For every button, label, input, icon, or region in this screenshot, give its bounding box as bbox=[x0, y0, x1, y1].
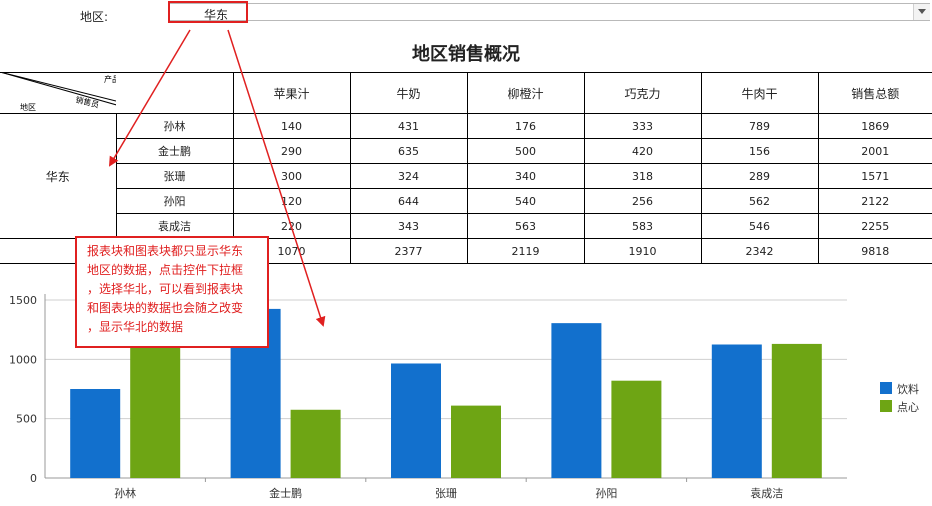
table-row: 张珊 300 324 340 318 289 1571 bbox=[0, 163, 932, 189]
col-header: 销售总额 bbox=[817, 72, 932, 114]
diagonal-line bbox=[0, 72, 116, 106]
corner-header-product: 产品 bbox=[104, 74, 116, 84]
corner-header-region: 地区 bbox=[20, 102, 36, 112]
callout-line: 地区的数据，点击控件下拉框 bbox=[87, 263, 244, 277]
value-cell: 343 bbox=[349, 213, 468, 239]
value-cell: 563 bbox=[466, 213, 585, 239]
value-cell: 789 bbox=[700, 113, 819, 139]
col-header: 苹果汁 bbox=[232, 72, 351, 114]
region-select[interactable] bbox=[168, 3, 930, 21]
total-value-cell: 2377 bbox=[349, 238, 468, 264]
value-cell: 420 bbox=[583, 138, 702, 164]
x-tick-label: 孙林 bbox=[114, 486, 136, 500]
legend-swatch-点心 bbox=[880, 400, 892, 412]
x-tick-label: 张珊 bbox=[435, 487, 457, 500]
value-cell: 156 bbox=[700, 138, 819, 164]
table-row: 华东 孙林 140 431 176 333 789 1869 bbox=[0, 113, 932, 239]
y-tick-label: 500 bbox=[16, 413, 37, 426]
salesperson-cell: 袁成洁 bbox=[115, 213, 234, 239]
bar-点心-张珊 bbox=[451, 405, 501, 478]
value-cell: 290 bbox=[232, 138, 351, 164]
x-tick-label: 金士鹏 bbox=[269, 486, 302, 500]
y-tick-label: 1500 bbox=[9, 294, 37, 307]
bar-点心-袁成洁 bbox=[771, 343, 822, 478]
value-cell: 333 bbox=[583, 113, 702, 139]
value-cell: 562 bbox=[700, 188, 819, 214]
total-cell: 2255 bbox=[817, 213, 932, 239]
bar-点心-孙林 bbox=[130, 345, 181, 478]
salesperson-cell: 金士鹏 bbox=[115, 138, 234, 164]
value-cell: 635 bbox=[349, 138, 468, 164]
callout-line: ，显示华北的数据 bbox=[87, 320, 184, 334]
region-label: 地区: bbox=[80, 10, 109, 24]
annotation-callout: 报表块和图表块都只显示华东 地区的数据，点击控件下拉框 ，选择华北，可以看到报表… bbox=[75, 236, 269, 348]
table-row: 袁成洁 220 343 563 583 546 2255 bbox=[0, 213, 932, 239]
total-cell: 1571 bbox=[817, 163, 932, 189]
bar-饮料-孙林 bbox=[70, 389, 121, 478]
value-cell: 140 bbox=[232, 113, 351, 139]
value-cell: 324 bbox=[349, 163, 468, 189]
table-row: 金士鹏 290 635 500 420 156 2001 bbox=[0, 138, 932, 164]
bar-饮料-张珊 bbox=[391, 363, 441, 478]
table-row: 孙阳 120 644 540 256 562 2122 bbox=[0, 188, 932, 214]
value-cell: 300 bbox=[232, 163, 351, 189]
col-header: 牛肉干 bbox=[700, 72, 819, 114]
col-header: 牛奶 bbox=[349, 72, 468, 114]
value-cell: 644 bbox=[349, 188, 468, 214]
col-header: 柳橙汁 bbox=[466, 72, 585, 114]
bar-点心-金士鹏 bbox=[290, 409, 341, 478]
grand-total-cell: 9818 bbox=[817, 238, 932, 264]
salesperson-cell: 孙林 bbox=[115, 113, 234, 139]
legend-swatch-饮料 bbox=[880, 382, 892, 394]
region-highlight-box bbox=[168, 1, 248, 23]
value-cell: 546 bbox=[700, 213, 819, 239]
total-cell: 2122 bbox=[817, 188, 932, 214]
value-cell: 256 bbox=[583, 188, 702, 214]
value-cell: 431 bbox=[349, 113, 468, 139]
value-cell: 540 bbox=[466, 188, 585, 214]
salesperson-cell: 张珊 bbox=[115, 163, 234, 189]
report-title: 地区销售概况 bbox=[412, 44, 520, 65]
bar-饮料-孙阳 bbox=[551, 323, 602, 478]
value-cell: 120 bbox=[232, 188, 351, 214]
diagonal-line bbox=[0, 72, 116, 102]
bar-饮料-袁成洁 bbox=[711, 344, 762, 478]
value-cell: 220 bbox=[232, 213, 351, 239]
salesperson-cell: 孙阳 bbox=[115, 188, 234, 214]
y-tick-label: 1000 bbox=[9, 353, 37, 366]
chevron-down-icon bbox=[918, 9, 926, 14]
value-cell: 583 bbox=[583, 213, 702, 239]
value-cell: 289 bbox=[700, 163, 819, 189]
callout-line: 和图表块的数据也会随之改变 bbox=[87, 301, 244, 315]
x-tick-label: 孙阳 bbox=[595, 487, 617, 500]
total-value-cell: 2119 bbox=[466, 238, 585, 264]
value-cell: 500 bbox=[466, 138, 585, 164]
value-cell: 176 bbox=[466, 113, 585, 139]
region-cell: 华东 bbox=[0, 113, 117, 239]
total-value-cell: 2342 bbox=[700, 238, 819, 264]
dropdown-button[interactable] bbox=[913, 4, 930, 20]
corner-header-diagonal: 产品 销售员 地区 bbox=[0, 72, 116, 112]
value-cell: 318 bbox=[583, 163, 702, 189]
col-header: 巧克力 bbox=[583, 72, 702, 114]
total-cell: 2001 bbox=[817, 138, 932, 164]
total-cell: 1869 bbox=[817, 113, 932, 139]
x-tick-label: 袁成洁 bbox=[750, 487, 783, 500]
value-cell: 340 bbox=[466, 163, 585, 189]
region-select-value[interactable]: 华东 bbox=[204, 8, 229, 22]
bar-点心-孙阳 bbox=[611, 380, 662, 478]
legend-label: 点心 bbox=[897, 401, 919, 414]
total-value-cell: 1910 bbox=[583, 238, 702, 264]
callout-line: 报表块和图表块都只显示华东 bbox=[87, 244, 244, 258]
legend-label: 饮料 bbox=[897, 382, 919, 396]
callout-line: ，选择华北，可以看到报表块 bbox=[87, 282, 244, 296]
y-tick-label: 0 bbox=[30, 472, 37, 485]
